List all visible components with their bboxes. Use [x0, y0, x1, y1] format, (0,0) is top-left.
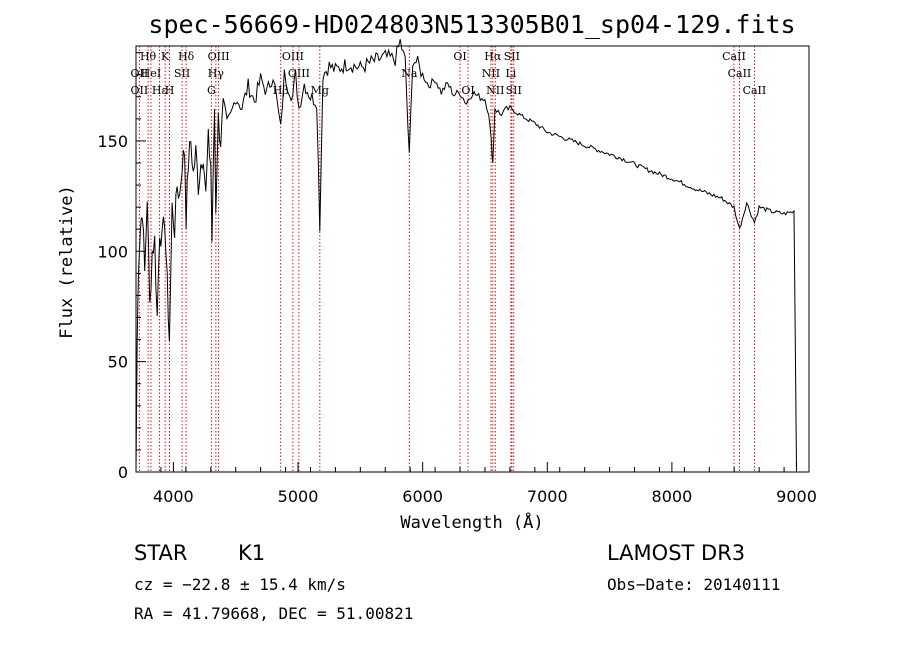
line-marker-label: SII	[174, 67, 190, 80]
line-marker-label: H	[165, 84, 175, 97]
line-marker-label: G	[207, 84, 216, 97]
line-marker-label: SII	[504, 50, 520, 63]
plot-frame	[135, 45, 810, 473]
y-axis-ticks: 0 50 100 150	[97, 52, 146, 482]
line-marker-label: OI	[453, 50, 466, 63]
coordinates: RA = 41.79668, DEC = 51.00821	[134, 604, 413, 623]
x-axis-ticks: 4000 5000 6000 7000 8000 9000	[135, 462, 817, 506]
x-tick-label: 7000	[527, 487, 568, 506]
line-marker-label: OII	[131, 84, 149, 97]
line-marker-label: HeI	[141, 67, 161, 80]
object-subclass: K1	[238, 541, 265, 565]
object-class: STAR	[134, 541, 187, 565]
line-marker-label: OII	[131, 67, 149, 80]
line-marker-label: OI	[461, 84, 474, 97]
y-tick-label: 50	[108, 353, 128, 372]
line-marker-label: OIII	[282, 50, 304, 63]
x-tick-label: 8000	[652, 487, 693, 506]
line-marker-label: CaII	[743, 84, 767, 97]
line-marker-label: OIII	[208, 50, 230, 63]
line-marker-label: Mg	[311, 84, 329, 97]
x-axis-label: Wavelength (Å)	[400, 511, 543, 533]
line-marker-label: CaII	[728, 67, 752, 80]
x-tick-label: 5000	[278, 487, 319, 506]
line-marker-label: Hα	[484, 50, 502, 63]
line-marker-label: CaII	[722, 50, 746, 63]
y-tick-label: 100	[97, 242, 128, 261]
redshift-cz: cz = −22.8 ± 15.4 km/s	[134, 575, 346, 594]
x-tick-label: 4000	[153, 487, 194, 506]
line-marker-label: OIII	[288, 67, 310, 80]
line-marker-label: NII	[486, 84, 504, 97]
line-marker-label: NII	[482, 67, 500, 80]
line-marker-label: Hθ	[140, 50, 157, 63]
survey-name: LAMOST DR3	[607, 541, 745, 565]
line-marker-label: Li	[505, 67, 516, 80]
line-marker-label: SII	[506, 84, 522, 97]
line-marker-label: Hδ	[178, 50, 195, 63]
line-marker-label: Hγ	[208, 67, 225, 80]
line-marker-label: Na	[401, 67, 418, 80]
x-tick-label: 6000	[402, 487, 443, 506]
observation-date: Obs−Date: 20140111	[607, 575, 780, 594]
spectrum-line	[135, 39, 797, 473]
y-tick-label: 150	[97, 132, 128, 151]
line-marker-label: Hε	[152, 84, 168, 97]
x-tick-label: 9000	[776, 487, 817, 506]
line-marker-label: K	[161, 50, 170, 63]
y-axis-label: Flux (relative)	[57, 185, 77, 339]
y-tick-label: 0	[118, 463, 128, 482]
chart-title: spec-56669-HD024803N513305B01_sp04-129.f…	[148, 10, 795, 39]
